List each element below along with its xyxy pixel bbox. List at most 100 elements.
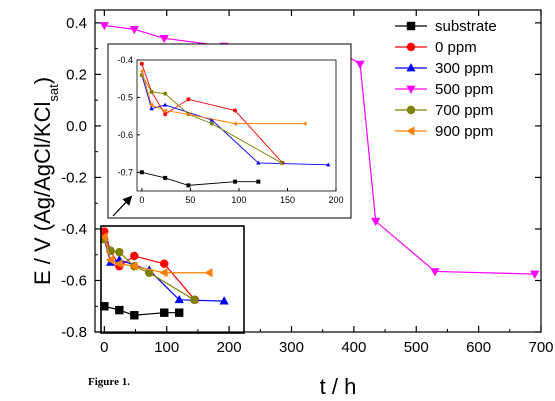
y-tick-label: -0.6	[61, 272, 87, 289]
inset-x-tick-label: 50	[185, 195, 195, 205]
inset-data-point	[163, 175, 168, 180]
inset-data-point	[139, 170, 144, 175]
series-900-ppm	[99, 232, 213, 278]
data-point	[219, 296, 229, 305]
x-tick-label: 0	[100, 339, 108, 356]
inset-y-tick-label: -0.4	[117, 55, 133, 65]
y-axis-title: E / V (Ag/AgCl/KClsat)	[30, 77, 61, 285]
y-tick-label: -0.4	[61, 221, 87, 238]
data-point	[130, 311, 139, 320]
inset-x-tick-label: 100	[231, 195, 246, 205]
legend-marker	[406, 85, 416, 94]
legend: substrate 0 ppm 300 ppm 500 ppm 700 ppm 900 p…	[395, 18, 497, 140]
data-point	[99, 232, 108, 242]
inset-data-point	[162, 108, 167, 113]
legend-marker	[406, 63, 416, 72]
main-plot-frame	[94, 9, 542, 333]
y-axis-title-close: )	[30, 77, 55, 84]
data-point	[115, 247, 124, 257]
inset-data-point	[302, 121, 307, 126]
data-point	[355, 60, 365, 69]
legend-item-900-ppm: 900 ppm	[395, 123, 493, 140]
inset-series-substrate	[139, 170, 261, 188]
inset-data-point	[279, 160, 284, 165]
legend-marker	[406, 105, 416, 115]
legend-marker	[406, 42, 416, 52]
x-axis-title: t / h	[320, 374, 357, 399]
data-point	[159, 34, 169, 44]
inset-data-point	[149, 102, 154, 108]
data-point	[530, 270, 540, 279]
data-point	[129, 261, 138, 271]
legend-item-700-ppm: 700 ppm	[395, 102, 493, 119]
data-point	[99, 22, 109, 31]
legend-marker	[406, 126, 415, 136]
data-point	[371, 217, 381, 227]
x-tick-label: 300	[279, 339, 304, 356]
inset-series-900-ppm	[139, 69, 307, 126]
inset-plot-area: 0 50 100 150 200 -0.4 -0.5 -0.6 -0.7	[107, 43, 352, 219]
data-point	[430, 268, 440, 277]
inset-data-point	[209, 117, 214, 122]
data-point	[129, 25, 139, 35]
data-point	[175, 308, 184, 317]
y-axis-title-subscript: sat	[46, 84, 61, 102]
inset-data-point	[186, 183, 191, 188]
legend-label: 300 ppm	[435, 60, 493, 77]
data-point	[204, 268, 213, 278]
y-axis-title-main: E / V (Ag/AgCl/KCl	[30, 102, 55, 285]
data-point	[100, 302, 109, 311]
x-tick-label: 200	[217, 339, 242, 356]
inset-data-point	[139, 69, 144, 74]
x-tick-label: 500	[404, 339, 429, 356]
inset-data-point	[209, 121, 214, 126]
y-tick-label: 0.0	[66, 118, 87, 135]
inset-data-point	[256, 179, 261, 184]
legend-item-300-ppm: 300 ppm	[395, 60, 493, 77]
x-tick-label: 600	[466, 339, 491, 356]
zoom-region-box	[100, 225, 245, 334]
data-point	[160, 259, 169, 268]
data-point	[115, 305, 124, 315]
inset-data-point	[186, 97, 191, 102]
y-tick-label: -0.8	[61, 324, 87, 341]
legend-item-500-ppm: 500 ppm	[395, 81, 493, 98]
inset-data-point	[163, 91, 168, 96]
data-point	[145, 268, 154, 277]
inset-data-point	[256, 160, 261, 165]
data-point	[105, 255, 114, 265]
inset-data-point	[163, 112, 168, 117]
inset-data-point	[149, 89, 154, 94]
data-point	[160, 308, 169, 317]
inset-data-point	[139, 61, 144, 66]
inset-data-point	[149, 106, 154, 111]
data-point	[174, 294, 184, 304]
inset-frame	[107, 43, 352, 219]
legend-label: 900 ppm	[435, 123, 493, 140]
legend-marker	[406, 21, 416, 31]
inset-y-tick-label: -0.6	[117, 130, 133, 140]
legend-label: 700 ppm	[435, 102, 493, 119]
inset-data-point	[162, 102, 168, 107]
inset-series-line-0-ppm	[141, 63, 283, 164]
y-tick-label: 0.4	[66, 15, 87, 32]
inset-data-point	[186, 112, 191, 117]
inset-data-point	[326, 162, 331, 167]
data-point	[114, 259, 123, 269]
y-tick-label: 0.2	[66, 66, 87, 83]
figure-caption: Figure 1.	[88, 376, 130, 388]
inset-data-point	[233, 179, 238, 184]
data-point	[189, 295, 199, 304]
inset-x-tick-label: 0	[139, 195, 144, 205]
inset-data-point	[232, 121, 237, 126]
legend-item-substrate: substrate	[395, 18, 497, 35]
inset-data-point	[233, 108, 238, 113]
series-line-900-ppm	[103, 236, 210, 274]
magnified-region-box	[100, 195, 245, 334]
legend-label: substrate	[435, 18, 497, 35]
x-tick-label: 100	[154, 339, 179, 356]
y-tick-label: -0.2	[61, 169, 87, 186]
x-tick-label: 400	[341, 339, 366, 356]
inset-y-tick-label: -0.7	[117, 167, 133, 177]
